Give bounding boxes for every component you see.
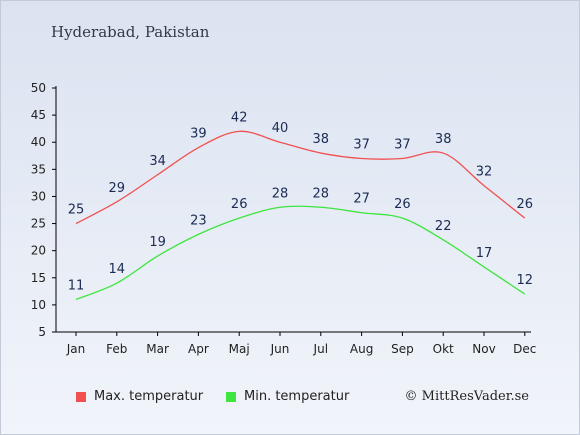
min-value-label: 12 [517, 273, 534, 288]
legend-max: Max. temperatur [76, 389, 203, 404]
max-temp-line [75, 130, 526, 225]
max-value-label: 39 [190, 127, 207, 142]
x-tick-label: Nov [472, 342, 495, 356]
min-value-label: 28 [272, 186, 289, 201]
legend-min-swatch [226, 391, 236, 402]
x-tick-label: Jan [66, 342, 86, 356]
min-value-label: 23 [190, 213, 207, 228]
x-tick-label: Maj [229, 342, 250, 356]
y-tick-label: 45 [31, 108, 46, 122]
min-temp-line [75, 205, 526, 301]
y-tick-label: 10 [31, 298, 46, 312]
y-tick-label: 30 [31, 189, 46, 203]
min-value-label: 19 [149, 235, 166, 250]
x-tick-label: Aug [350, 342, 373, 356]
line-chart: 5 10 15 20 25 30 35 40 45 50 Jan Feb Mar Apr Maj Jun Jul… [31, 81, 537, 356]
x-tick-label: Jul [313, 342, 328, 356]
max-value-label: 38 [313, 132, 330, 147]
max-value-label: 37 [394, 137, 411, 152]
min-value-label: 17 [476, 246, 493, 261]
min-value-label: 11 [68, 278, 85, 293]
x-tick-label: Jun [270, 342, 290, 356]
legend-max-label: Max. temperatur [94, 389, 204, 404]
max-value-label: 42 [231, 110, 248, 125]
max-value-label: 25 [68, 203, 85, 218]
x-tick-label: Dec [513, 342, 536, 356]
max-value-label: 40 [272, 121, 289, 136]
y-tick-label: 20 [31, 244, 46, 258]
max-value-label: 29 [109, 181, 126, 196]
copyright-text: © MittResVader.se [404, 389, 529, 404]
max-value-label: 37 [353, 137, 370, 152]
y-tick-label: 35 [31, 162, 46, 176]
y-tick-label: 5 [38, 325, 46, 339]
x-tick-label: Mar [146, 342, 169, 356]
min-value-label: 27 [353, 192, 370, 207]
x-tick-label: Sep [391, 342, 414, 356]
y-tick-label: 40 [31, 135, 46, 149]
y-tick-label: 50 [31, 81, 46, 95]
max-value-label: 38 [435, 132, 452, 147]
x-tick-label: Apr [188, 342, 209, 356]
min-value-label: 28 [313, 186, 330, 201]
y-tick-label: 25 [31, 217, 46, 231]
min-value-label: 14 [109, 262, 126, 277]
max-value-label: 32 [476, 165, 493, 180]
chart-title: Hyderabad, Pakistan [51, 23, 210, 41]
x-tick-label: Feb [106, 342, 127, 356]
min-value-label: 26 [394, 197, 411, 212]
min-value-label: 22 [435, 219, 452, 234]
legend-min-label: Min. temperatur [244, 389, 350, 404]
legend-min: Min. temperatur [226, 389, 349, 404]
max-value-label: 26 [517, 197, 534, 212]
max-value-label: 34 [149, 154, 166, 169]
y-tick-label: 15 [31, 271, 46, 285]
x-tick-label: Okt [433, 342, 454, 356]
min-value-label: 26 [231, 197, 248, 212]
legend-max-swatch [76, 391, 86, 402]
